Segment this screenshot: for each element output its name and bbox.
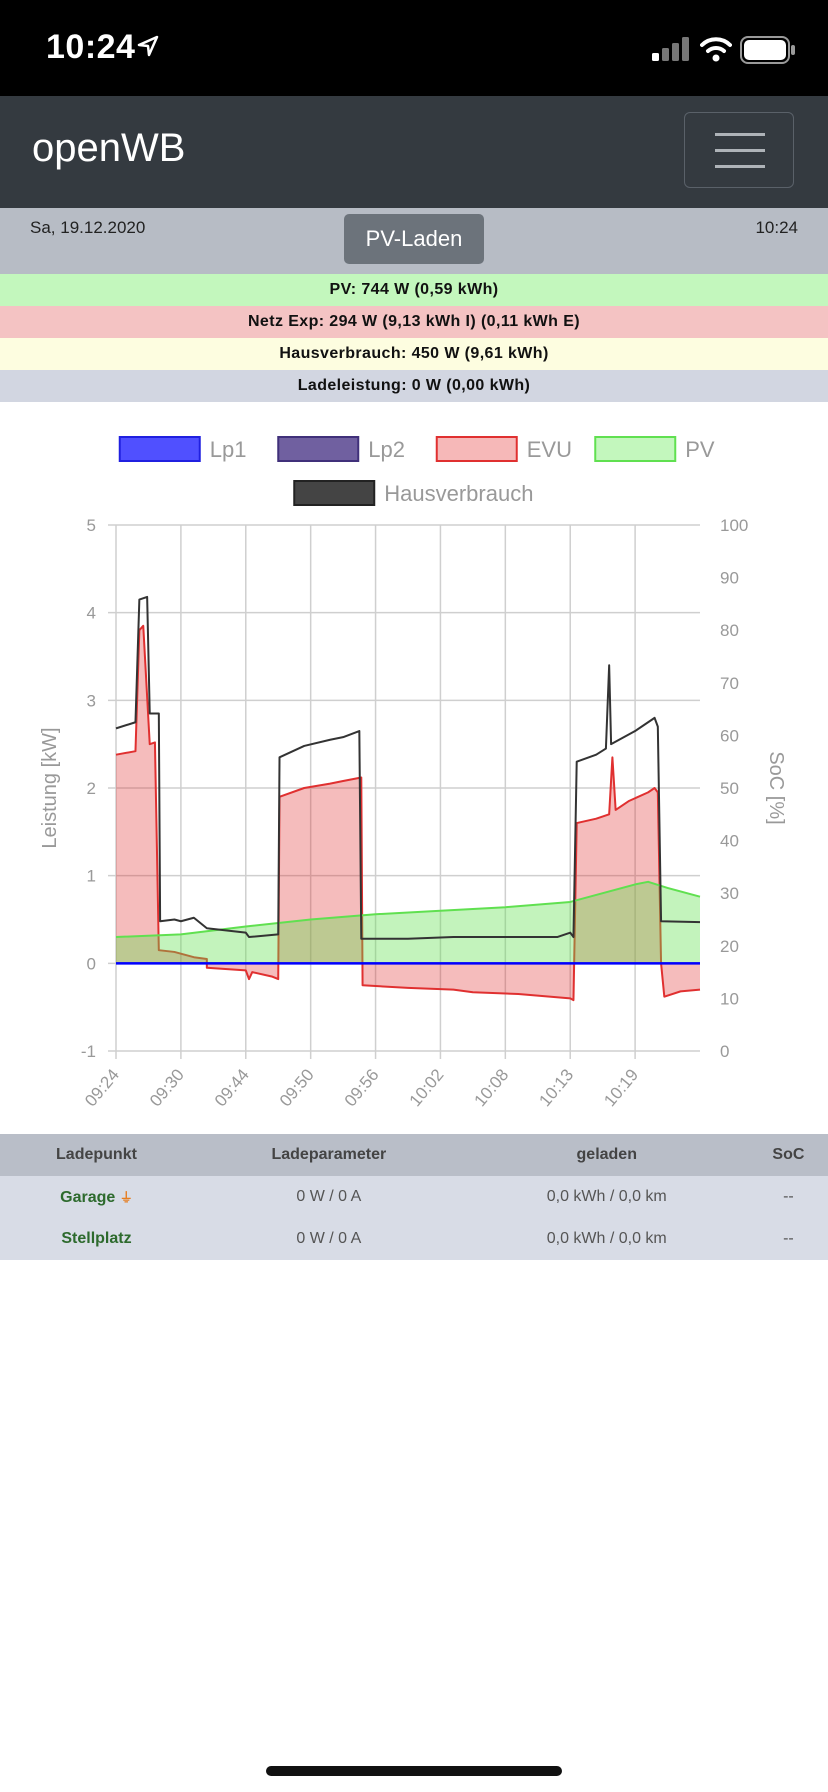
y-tick-right: 0: [720, 1042, 729, 1061]
current-time: 10:24: [755, 218, 798, 237]
y-tick-left: 3: [87, 691, 96, 710]
col-header-ladeparameter: Ladeparameter: [192, 1134, 465, 1176]
y-tick-left: 0: [87, 954, 96, 973]
brand-logo[interactable]: openWB: [32, 126, 186, 170]
legend-label-hausverbrauch: Hausverbrauch: [384, 481, 533, 506]
chart-legend: Lp1 Lp2 EVU PV Hausverbrauch: [118, 436, 715, 506]
charged-cell: 0,0 kWh / 0,0 km: [464, 1218, 749, 1260]
legend-label-lp2: Lp2: [368, 437, 405, 462]
chargepoint-name[interactable]: Garage: [60, 1189, 116, 1206]
y-tick-right: 100: [720, 516, 748, 535]
hamburger-icon: [715, 149, 765, 152]
col-header-ladepunkt: Ladepunkt: [0, 1134, 193, 1176]
y-axis-right-label: SoC [%]: [765, 751, 787, 824]
y-axis-left-label: Leistung [kW]: [39, 727, 61, 848]
soc-cell: --: [748, 1176, 828, 1218]
y-tick-left: -1: [81, 1042, 96, 1061]
legend-label-lp1: Lp1: [210, 437, 247, 462]
location-arrow-icon: [137, 35, 159, 57]
legend-swatch-pv: [594, 436, 677, 462]
series-line-evu: [115, 624, 701, 1002]
series-line-pv: [115, 880, 701, 939]
y-tick-left: 2: [87, 779, 96, 798]
y-tick-right: 30: [720, 884, 739, 903]
house-consumption-info: Hausverbrauch: 450 W (9,61 kWh): [0, 338, 828, 370]
table-row[interactable]: Garage ⏚ 0 W / 0 A 0,0 kWh / 0,0 km --: [0, 1176, 828, 1218]
soc-cell: --: [748, 1218, 828, 1260]
col-header-soc: SoC: [748, 1134, 828, 1176]
y-tick-left: 4: [87, 604, 96, 623]
parameter-cell: 0 W / 0 A: [192, 1218, 465, 1260]
y-tick-right: 70: [720, 674, 739, 693]
grid-info: Netz Exp: 294 W (9,13 kWh I) (0,11 kWh E…: [0, 306, 828, 338]
charged-cell: 0,0 kWh / 0,0 km: [464, 1176, 749, 1218]
chargepoint-name-cell[interactable]: Garage ⏚: [0, 1176, 193, 1218]
y-tick-right: 80: [720, 621, 739, 640]
charging-plug-icon: ⏚: [119, 1190, 133, 1205]
x-tick-label: 09:24: [81, 1065, 123, 1110]
pv-info: PV: 744 W (0,59 kWh): [0, 274, 828, 306]
home-indicator: [266, 1766, 562, 1776]
status-bar: 10:24: [0, 0, 828, 96]
y-tick-left: 1: [87, 867, 96, 886]
x-tick-label: 09:30: [146, 1065, 188, 1110]
table-row[interactable]: Stellplatz 0 W / 0 A 0,0 kWh / 0,0 km --: [0, 1218, 828, 1260]
x-tick-label: 09:56: [341, 1065, 383, 1110]
x-tick-label: 10:19: [600, 1065, 642, 1110]
y-tick-left: 5: [87, 516, 96, 535]
cellular-signal-icon: [652, 37, 689, 61]
hamburger-icon: [715, 133, 765, 136]
charge-points-table: Ladepunkt Ladeparameter geladen SoC Gara…: [0, 1134, 828, 1260]
hamburger-icon: [715, 165, 765, 168]
x-tick-label: 10:08: [470, 1065, 512, 1110]
menu-toggle-button[interactable]: [684, 112, 794, 188]
battery-icon: [740, 36, 795, 64]
charge-mode-button[interactable]: PV-Laden: [344, 214, 484, 264]
series-area-pv: [116, 881, 700, 964]
current-date: Sa, 19.12.2020: [30, 218, 146, 237]
series-line-hausverbrauch: [115, 595, 701, 940]
x-tick-label: 10:02: [406, 1065, 448, 1110]
chart-series: [115, 595, 701, 1002]
legend-swatch-lp1: [118, 436, 201, 462]
x-tick-label: 09:50: [276, 1065, 318, 1110]
y-tick-right: 60: [720, 726, 739, 745]
y-tick-right: 10: [720, 989, 739, 1008]
legend-swatch-lp2: [277, 436, 360, 462]
y-tick-right: 20: [720, 937, 739, 956]
legend-swatch-hausverbrauch: [293, 480, 376, 506]
legend-swatch-evu: [435, 436, 518, 462]
wifi-icon: [700, 37, 732, 62]
y-tick-right: 90: [720, 569, 739, 588]
chargepoint-name[interactable]: Stellplatz: [61, 1230, 132, 1247]
legend-label-pv: PV: [685, 437, 715, 462]
y-tick-right: 50: [720, 779, 739, 798]
y-tick-right: 40: [720, 832, 739, 851]
chargepoint-name-cell[interactable]: Stellplatz: [0, 1218, 193, 1260]
parameter-cell: 0 W / 0 A: [192, 1176, 465, 1218]
date-bar: Sa, 19.12.2020 PV-Laden 10:24: [0, 208, 828, 274]
navbar: openWB: [0, 96, 828, 208]
legend-label-evu: EVU: [527, 437, 572, 462]
x-tick-label: 10:13: [535, 1065, 577, 1110]
status-time: 10:24: [46, 28, 136, 66]
col-header-geladen: geladen: [464, 1134, 749, 1176]
x-tick-label: 09:44: [211, 1065, 253, 1110]
charging-power-info: Ladeleistung: 0 W (0,00 kWh): [0, 370, 828, 402]
